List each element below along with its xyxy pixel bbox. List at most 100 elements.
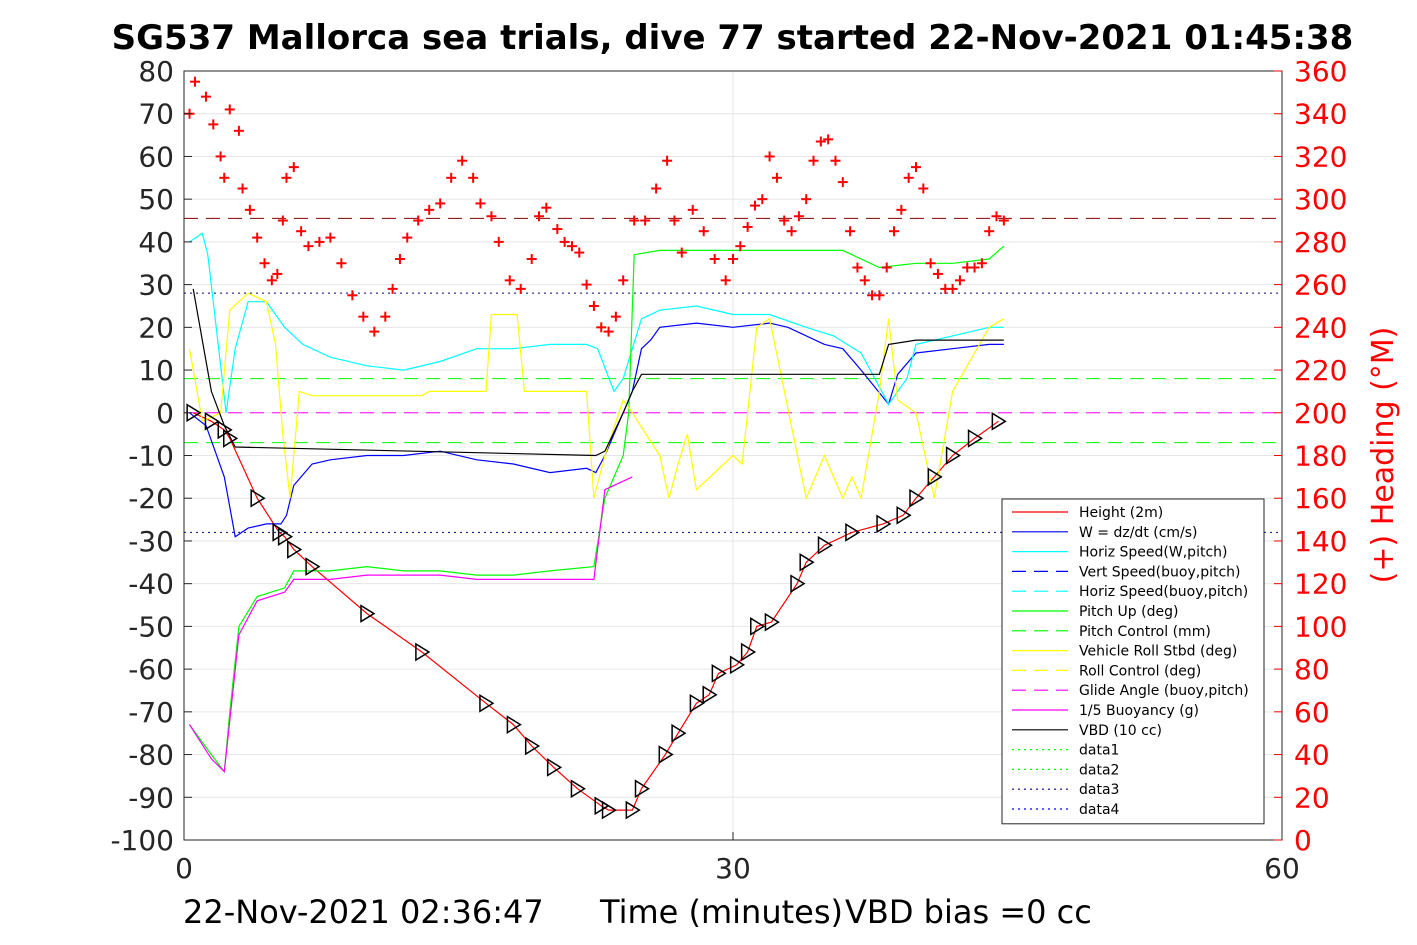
heading-marker: [277, 215, 288, 226]
triangle-markers: [186, 403, 1007, 820]
heading-marker: [991, 211, 1002, 222]
heading-marker: [215, 151, 226, 162]
heading-marker: [259, 258, 270, 269]
heading-marker: [588, 300, 599, 311]
height-triangle-marker: [625, 800, 641, 820]
heading-marker: [932, 268, 943, 279]
legend-label: Vehicle Roll Stbd (deg): [1079, 644, 1237, 660]
height-triangle-marker: [967, 429, 983, 448]
y-left-tick-label: -60: [128, 653, 174, 686]
heading-marker: [603, 326, 614, 337]
heading-marker: [728, 253, 738, 264]
heading-marker: [918, 183, 929, 194]
heading-marker: [566, 241, 577, 252]
legend-entry: data1: [1012, 743, 1119, 759]
x-axis-label: Time (minutes): [600, 893, 843, 931]
heading-marker: [735, 241, 746, 252]
heading-marker: [808, 155, 819, 166]
heading-marker: [574, 247, 585, 258]
height-triangle-marker: [876, 514, 892, 534]
height-triangle-marker: [729, 655, 746, 675]
heading-marker: [764, 151, 775, 162]
legend-label: Horiz Speed(buoy,pitch): [1079, 584, 1248, 600]
legend-label: data4: [1079, 802, 1120, 818]
series-line: [188, 292, 1005, 501]
height-triangle-marker: [223, 429, 239, 448]
legend-label: Horiz Speed(W,pitch): [1079, 545, 1227, 561]
y-left-tick-label: -80: [128, 739, 174, 772]
series-line: [188, 476, 633, 773]
y-left-tick-label: -90: [128, 781, 174, 814]
height-triangle-marker: [204, 411, 220, 431]
heading-marker: [757, 194, 768, 205]
heading-marker: [468, 172, 479, 183]
heading-marker: [837, 177, 848, 188]
y-right-tick-label: 280: [1294, 226, 1347, 259]
height-triangle-marker: [740, 642, 757, 662]
heading-marker: [911, 162, 921, 173]
heading-marker: [296, 226, 307, 237]
height-triangle-marker: [506, 715, 522, 734]
height-triangle-marker: [524, 736, 541, 756]
y-right-tick-label: 240: [1294, 311, 1347, 344]
y-left-tick-label: -20: [128, 482, 174, 515]
heading-marker: [526, 253, 537, 264]
heading-marker: [413, 215, 424, 226]
height-triangle-marker: [287, 540, 303, 559]
heading-marker: [629, 215, 640, 226]
legend-entry: Height (2m): [1012, 505, 1163, 521]
y-right-tick-label: 60: [1294, 696, 1330, 729]
heading-marker: [793, 211, 804, 222]
heading-marker: [552, 224, 563, 235]
y-left-tick-label: 20: [138, 311, 174, 344]
heading-marker: [947, 283, 958, 294]
legend-entry: data4: [1012, 802, 1120, 818]
heading-marker: [749, 200, 760, 211]
height-triangle-marker: [272, 523, 288, 542]
heading-marker: [889, 226, 900, 237]
y-left-tick-label: 0: [156, 397, 174, 430]
legend-entry: Horiz Speed(W,pitch): [1012, 545, 1227, 561]
y-right-tick-label: 140: [1294, 525, 1347, 558]
height-triangle-marker: [790, 574, 806, 594]
y-right-tick-label: 300: [1294, 183, 1347, 216]
legend-entry: Horiz Speed(buoy,pitch): [1012, 584, 1248, 600]
heading-marker: [233, 125, 244, 136]
legend-label: data1: [1079, 743, 1119, 759]
footer-vbd-bias: VBD bias =0 cc: [845, 893, 1092, 931]
heading-marker: [896, 204, 907, 215]
heading-marker: [881, 262, 892, 273]
heading-marker: [244, 204, 255, 215]
y-left-tick-label: -30: [128, 525, 174, 558]
heading-marker: [303, 241, 314, 252]
heading-marker: [208, 119, 219, 130]
legend: Height (2m) W = dz/dt (cm/s) Horiz Speed(W…: [1001, 498, 1265, 825]
legend-entry: W = dz/dt (cm/s): [1012, 525, 1198, 541]
height-triangle-marker: [277, 527, 294, 547]
heading-marker: [237, 183, 248, 194]
y-left-tick-label: 50: [138, 183, 174, 216]
heading-marker: [336, 258, 347, 269]
y-left-tick-label: 70: [138, 98, 174, 131]
legend-entry: Vert Speed(buoy,pitch): [1012, 564, 1241, 580]
heading-marker: [581, 279, 592, 290]
y-right-tick-label: 220: [1294, 354, 1347, 387]
height-triangle-marker: [360, 604, 376, 623]
x-axis: 0 30 60: [175, 832, 1300, 885]
y-right-tick-label: 80: [1294, 653, 1330, 686]
y-right-tick-label: 260: [1294, 269, 1347, 302]
legend-entry: 1/5 Buoyancy (g): [1012, 703, 1199, 719]
y-right-tick-label: 360: [1294, 55, 1347, 88]
heading-marker: [662, 155, 673, 166]
y-left-tick-label: 30: [138, 269, 174, 302]
heading-marker: [252, 232, 263, 243]
heading-marker: [266, 275, 277, 286]
y-right-tick-label: 180: [1294, 440, 1347, 473]
heading-marker: [786, 226, 797, 237]
heading-marker: [200, 91, 211, 102]
heading-marker: [845, 226, 856, 237]
heading-marker: [402, 232, 413, 243]
y-left-tick-label: -40: [128, 568, 174, 601]
heading-marker: [435, 198, 446, 209]
heading-marker: [493, 236, 504, 247]
